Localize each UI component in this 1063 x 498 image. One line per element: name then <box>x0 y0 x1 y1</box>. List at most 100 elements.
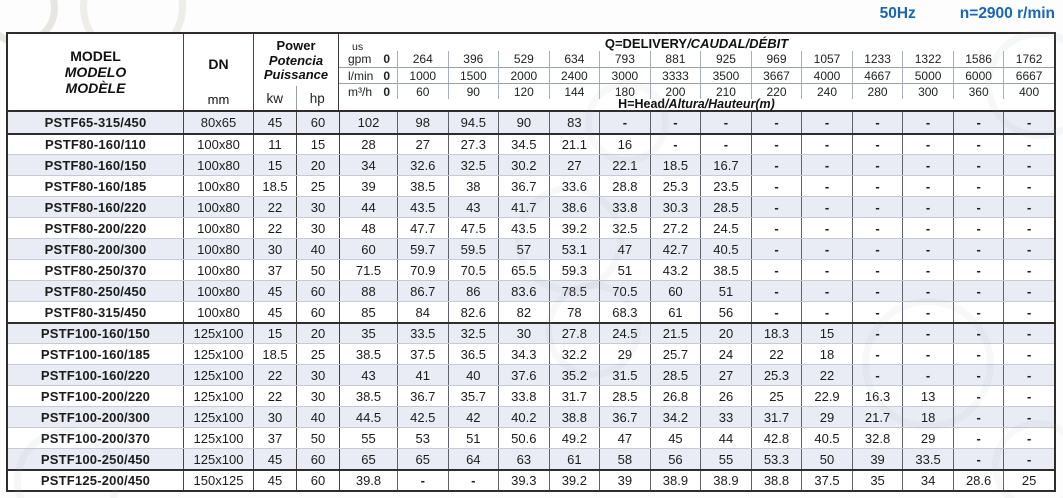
dn-cell: 125x100 <box>183 449 253 469</box>
head-cell: 35 <box>851 471 903 490</box>
head-cell: - <box>599 112 650 133</box>
head-cell: 35.2 <box>548 365 600 385</box>
head-cell: 26 <box>700 386 751 406</box>
head-cell: 16 <box>599 135 650 154</box>
head-cell: - <box>952 407 1004 427</box>
lmin-value: 5000 <box>902 68 953 83</box>
kw-cell: 45 <box>253 281 296 301</box>
head-cell: 33.5 <box>902 449 953 469</box>
head-cell: - <box>397 471 448 490</box>
head-cell: 84 <box>397 302 448 322</box>
head-cell: 32.5 <box>447 324 499 343</box>
head-cell: 21.7 <box>851 407 903 427</box>
head-cell: - <box>851 197 903 217</box>
head-cell: 41 <box>397 365 448 385</box>
head-cell: - <box>902 112 953 133</box>
dn-unit: mm <box>207 92 230 107</box>
table-row: PSTF80-160/110 100x80 11 15 28 27 27.3 34.5 21.1… <box>8 133 1054 154</box>
head-cell: 43 <box>447 197 499 217</box>
head-cell: 39 <box>851 449 903 469</box>
head-cell: 59.5 <box>447 239 499 259</box>
head-cell: 39.2 <box>548 218 600 238</box>
delivery-title: Q=DELIVERY/CAUDAL/DÉBIT <box>604 36 789 51</box>
head-cell: 27 <box>700 365 751 385</box>
head-cell: - <box>952 135 1004 154</box>
head-title-row: H=Head/Altura/Hauteur(m) <box>339 97 1054 111</box>
head-cell: 36.7 <box>397 386 448 406</box>
head-cell: - <box>1003 365 1054 385</box>
power-header-fr: Puissance <box>263 67 329 82</box>
head-cell: 38.8 <box>548 407 600 427</box>
table-row: PSTF80-250/450 100x80 45 60 88 86.7 86 83.6 78.5… <box>8 280 1054 301</box>
head-cell: 36.5 <box>447 344 499 364</box>
head-cell: 45 <box>649 428 701 448</box>
head-cell: 28.5 <box>599 386 650 406</box>
lmin-value: 1500 <box>447 68 499 83</box>
flow-row-m3h: m³/h 0 60 90 120 144 180 200 210 220 240 280 300 36… <box>339 83 1054 99</box>
gpm-value: 1057 <box>801 51 852 67</box>
model-cell: PSTF65-315/450 <box>44 115 147 130</box>
head-cell: 49.2 <box>548 428 600 448</box>
gpm-value: 396 <box>447 51 499 67</box>
head-cell: - <box>1003 239 1054 259</box>
power-units: kw hp <box>254 86 338 110</box>
kw-cell: 22 <box>253 197 296 217</box>
head-cell: 65 <box>339 449 397 469</box>
head-cell: 34.3 <box>498 344 549 364</box>
dn-cell: 100x80 <box>183 218 253 238</box>
head-cell: 21.1 <box>548 135 600 154</box>
head-cell: 18 <box>902 407 953 427</box>
head-cell: - <box>851 112 903 133</box>
flow-row-gpm: gpm 0 264 396 529 634 793 881 925 969 1057 1233 13… <box>339 51 1054 67</box>
dn-cell: 125x100 <box>183 324 253 343</box>
kw-cell: 11 <box>253 135 296 154</box>
head-cell: - <box>952 281 1004 301</box>
dn-cell: 125x100 <box>183 407 253 427</box>
gpm-value: 264 <box>397 51 448 67</box>
head-cell: 44.5 <box>339 407 397 427</box>
head-cell: - <box>1003 324 1054 343</box>
model-cell: PSTF100-200/220 <box>40 388 151 404</box>
head-cell: 70.5 <box>447 260 499 280</box>
table-row: PSTF100-160/220 125x100 22 30 43 41 40 37.6 35.2… <box>8 364 1054 385</box>
head-cell: 28.8 <box>599 176 650 196</box>
head-cell: 85 <box>339 302 397 322</box>
hp-cell: 40 <box>296 407 339 427</box>
head-cell: 90 <box>498 112 549 133</box>
gpm-value: 1322 <box>902 51 953 67</box>
head-cell: - <box>851 365 903 385</box>
hp-cell: 60 <box>296 281 339 301</box>
head-cell: - <box>801 197 852 217</box>
head-cell: 33.8 <box>498 386 549 406</box>
gpm-value: 1233 <box>851 51 903 67</box>
head-cell: 33.5 <box>397 324 448 343</box>
model-header: MODEL MODELO MODÈLE <box>8 34 183 110</box>
head-cell: 38.9 <box>700 471 751 490</box>
head-cell: 39.2 <box>548 471 600 490</box>
head-cell: 51 <box>599 260 650 280</box>
dn-cell: 100x80 <box>183 135 253 154</box>
gpm-value: 529 <box>498 51 549 67</box>
lmin-value: 3500 <box>700 68 751 83</box>
head-cell: 34.5 <box>498 135 549 154</box>
head-cell: - <box>952 324 1004 343</box>
head-cell: 31.5 <box>599 365 650 385</box>
table-row: PSTF65-315/450 80x65 45 60 102 98 94.5 90 83- - - -… <box>8 112 1054 133</box>
head-cell: 38.6 <box>548 197 600 217</box>
head-cell: 32.8 <box>851 428 903 448</box>
gpm-value: 793 <box>599 51 650 67</box>
head-cell: 32.5 <box>447 155 499 175</box>
head-cell: 35 <box>339 324 397 343</box>
head-cell: 25.7 <box>649 344 701 364</box>
head-cell: 22.1 <box>599 155 650 175</box>
hp-cell: 30 <box>296 365 339 385</box>
head-cell: - <box>902 239 953 259</box>
head-cell: - <box>952 218 1004 238</box>
hp-cell: 50 <box>296 260 339 280</box>
table-body: PSTF65-315/450 80x65 45 60 102 98 94.5 90 83- - - -… <box>8 112 1054 490</box>
head-cell: 61 <box>649 302 701 322</box>
head-cell: - <box>952 197 1004 217</box>
m3h-value: 60 <box>397 84 448 99</box>
hp-cell: 15 <box>296 135 339 154</box>
head-cell: 33.6 <box>548 176 600 196</box>
